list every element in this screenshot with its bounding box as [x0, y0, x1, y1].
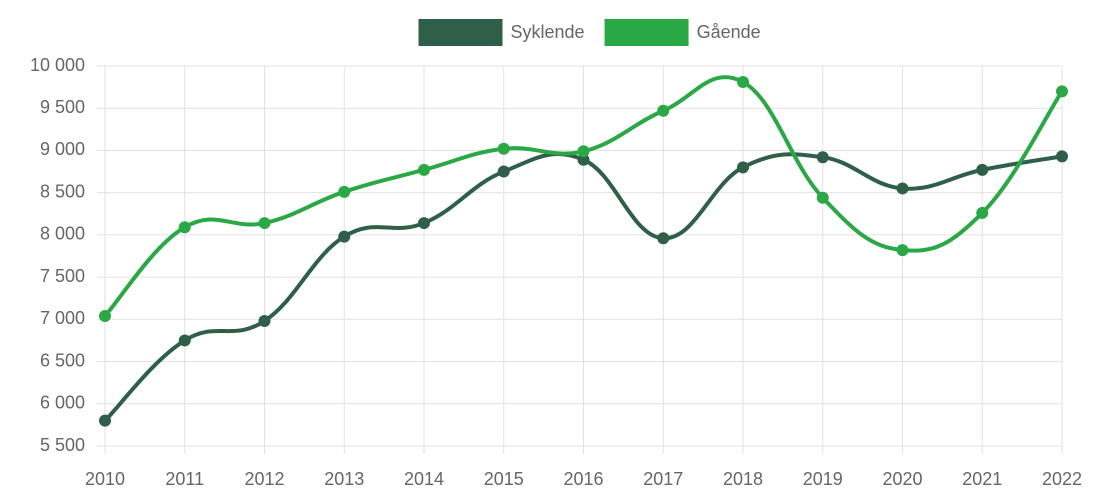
data-point	[976, 206, 989, 219]
x-tick-label: 2015	[484, 469, 524, 489]
y-tick-label: 7 500	[40, 266, 85, 286]
data-point	[896, 182, 909, 195]
data-point	[338, 230, 351, 243]
x-tick-label: 2021	[962, 469, 1002, 489]
data-point	[976, 163, 989, 176]
data-point	[896, 244, 909, 257]
data-point	[816, 191, 829, 204]
data-point	[497, 165, 510, 178]
y-tick-label: 6 000	[40, 393, 85, 413]
legend-swatch	[604, 19, 689, 46]
y-tick-label: 7 000	[40, 308, 85, 328]
data-point	[258, 217, 271, 230]
y-tick-label: 8 500	[40, 181, 85, 201]
data-point	[418, 163, 430, 176]
y-tick-label: 5 500	[40, 435, 85, 455]
x-tick-label: 2022	[1042, 469, 1082, 489]
y-tick-label: 10 000	[30, 55, 85, 75]
x-tick-label: 2011	[165, 469, 204, 489]
data-point	[1056, 150, 1068, 163]
data-point	[99, 309, 111, 322]
data-point	[418, 217, 430, 230]
data-point	[816, 151, 829, 164]
x-tick-label: 2014	[404, 469, 444, 489]
x-tick-label: 2012	[244, 469, 284, 489]
data-point	[657, 232, 670, 245]
data-point	[657, 104, 670, 117]
data-point	[338, 185, 351, 198]
data-point	[737, 161, 749, 174]
data-point	[178, 334, 191, 347]
data-point	[99, 414, 111, 427]
x-tick-label: 2019	[803, 469, 843, 489]
y-tick-label: 8 000	[40, 224, 85, 244]
data-point	[258, 315, 271, 328]
x-tick-label: 2016	[563, 469, 603, 489]
x-tick-label: 2020	[882, 469, 922, 489]
y-tick-label: 9 000	[40, 139, 85, 159]
data-point	[577, 153, 590, 166]
y-tick-label: 9 500	[40, 97, 85, 117]
x-tick-label: 2010	[85, 469, 125, 489]
data-point	[497, 142, 510, 155]
legend-label: Gående	[697, 22, 761, 42]
data-point	[577, 145, 590, 158]
data-point	[178, 221, 191, 234]
legend-swatch	[418, 19, 503, 46]
data-point	[737, 76, 749, 89]
x-tick-label: 2013	[324, 469, 364, 489]
legend-label: Syklende	[511, 22, 585, 42]
data-point	[1056, 85, 1068, 98]
x-tick-label: 2017	[643, 469, 683, 489]
y-tick-label: 6 500	[40, 350, 85, 370]
x-tick-label: 2018	[723, 469, 763, 489]
